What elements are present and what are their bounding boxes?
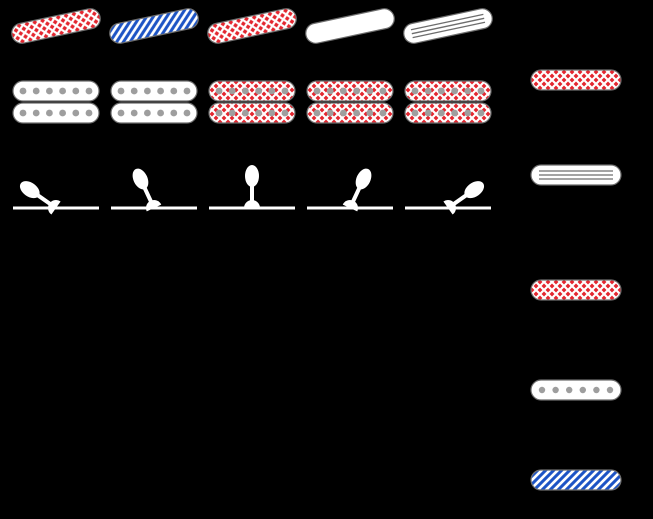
- pickup-selector-grid: [8, 6, 496, 218]
- humbucker-cell: [204, 78, 300, 126]
- pickup-selector-switch-icon: [106, 158, 202, 218]
- humbucker-cell: [106, 78, 202, 126]
- switch-cell: [302, 158, 398, 218]
- switch-cell: [106, 158, 202, 218]
- humbucker-cell: [8, 78, 104, 126]
- single-coil-cell: [204, 6, 300, 46]
- single-coil-pickup-icon: [106, 6, 202, 46]
- humbucker-pickup-icon: [106, 78, 202, 126]
- right-col-pickup: [528, 370, 624, 410]
- right-col-pickup: [528, 60, 624, 100]
- single-coil-pickup-icon: [528, 155, 624, 195]
- single-coil-pickup-icon: [204, 6, 300, 46]
- single-coil-pickup-icon: [400, 6, 496, 46]
- right-col-pickup: [528, 155, 624, 195]
- humbucker-pickup-icon: [204, 78, 300, 126]
- humbucker-pickup-icon: [400, 78, 496, 126]
- humbucker-cell: [400, 78, 496, 126]
- humbucker-pickup-icon: [8, 78, 104, 126]
- humbucker-cell: [302, 78, 398, 126]
- single-coil-cell: [302, 6, 398, 46]
- switch-cell: [8, 158, 104, 218]
- pickup-selector-switch-icon: [8, 158, 104, 218]
- pickup-selector-switch-icon: [302, 158, 398, 218]
- switch-cell: [204, 158, 300, 218]
- single-coil-pickup-icon: [528, 370, 624, 410]
- single-coil-cell: [400, 6, 496, 46]
- single-coil-pickup-icon: [8, 6, 104, 46]
- single-coil-pickup-icon: [528, 270, 624, 310]
- single-coil-pickup-icon: [302, 6, 398, 46]
- single-coil-pickup-icon: [528, 60, 624, 100]
- humbucker-pickup-icon: [302, 78, 398, 126]
- single-coil-pickup-icon: [528, 460, 624, 500]
- pickup-selector-switch-icon: [400, 158, 496, 218]
- switch-cell: [400, 158, 496, 218]
- single-coil-cell: [8, 6, 104, 46]
- right-col-pickup: [528, 270, 624, 310]
- single-coil-cell: [106, 6, 202, 46]
- pickup-variant-column: [528, 0, 628, 519]
- pickup-selector-switch-icon: [204, 158, 300, 218]
- right-col-pickup: [528, 460, 624, 500]
